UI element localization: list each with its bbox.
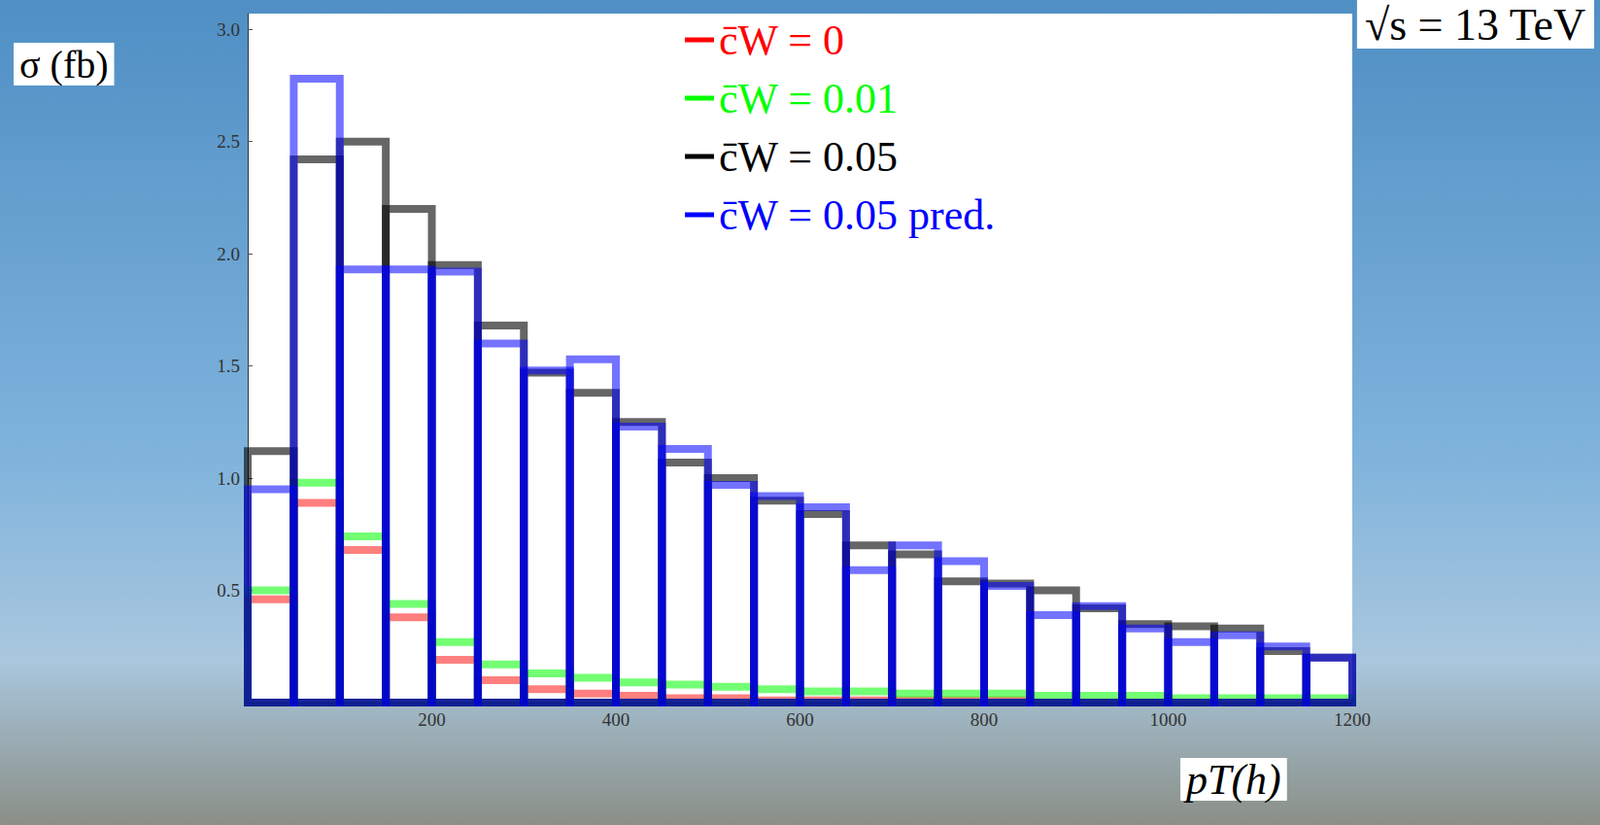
svg-text:2.5: 2.5	[216, 131, 240, 152]
svg-text:1.0: 1.0	[216, 468, 240, 489]
svg-text:200: 200	[417, 709, 446, 730]
svg-text:c̄W = 0.05 pred.: c̄W = 0.05 pred.	[718, 191, 995, 239]
svg-text:√s = 13 TeV: √s = 13 TeV	[1364, 0, 1586, 50]
svg-text:3.0: 3.0	[216, 19, 240, 40]
svg-text:c̄W = 0.05: c̄W = 0.05	[718, 133, 898, 181]
svg-text:600: 600	[785, 709, 815, 730]
svg-text:σ (fb): σ (fb)	[19, 42, 109, 87]
svg-text:2.0: 2.0	[216, 243, 240, 265]
svg-text:1200: 1200	[1333, 709, 1371, 730]
svg-text:c̄W = 0.01: c̄W = 0.01	[718, 74, 898, 123]
svg-text:1.5: 1.5	[216, 355, 240, 376]
svg-text:400: 400	[602, 709, 631, 730]
svg-text:c̄W = 0: c̄W = 0	[718, 16, 845, 65]
svg-text:800: 800	[970, 709, 999, 730]
svg-text:0.5: 0.5	[216, 579, 240, 601]
svg-text:pT(h): pT(h)	[1183, 755, 1282, 804]
svg-text:1000: 1000	[1150, 709, 1188, 730]
